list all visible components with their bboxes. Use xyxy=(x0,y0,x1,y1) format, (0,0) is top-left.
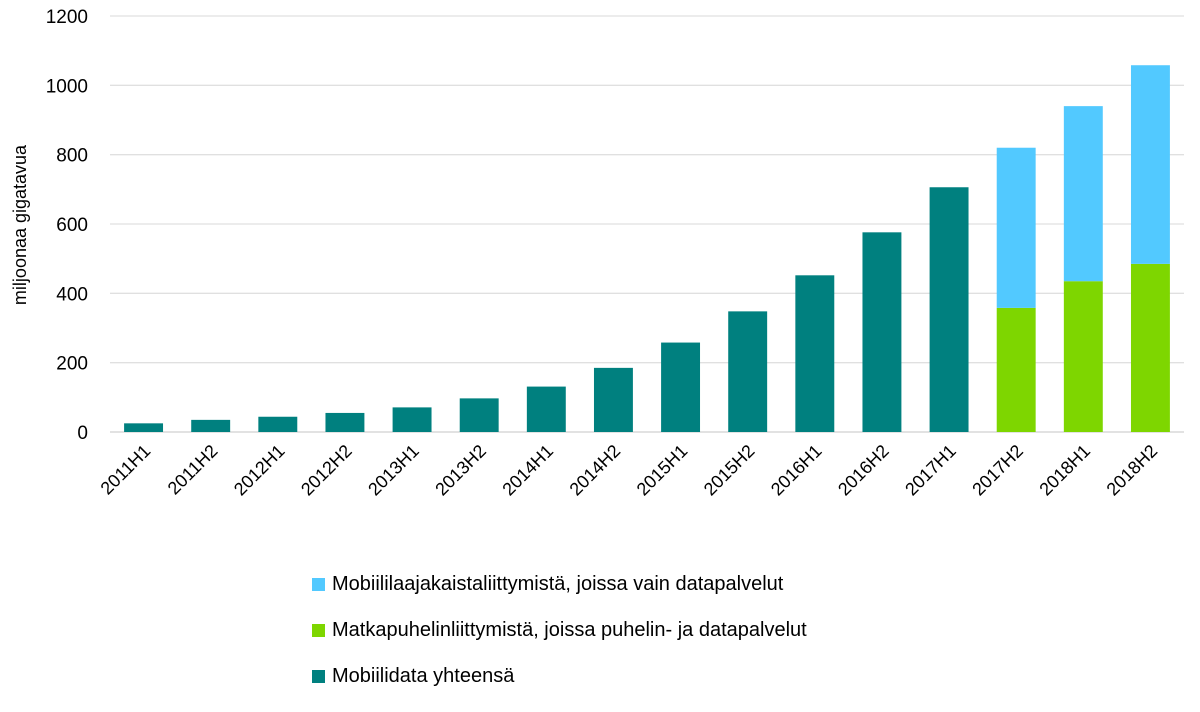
legend-item-data-only: Mobiililaajakaistaliittymistä, joissa va… xyxy=(312,573,807,595)
x-tick-label: 2017H2 xyxy=(968,441,1027,500)
x-tick-label: 2012H2 xyxy=(297,441,356,500)
x-tick-label: 2018H1 xyxy=(1035,441,1094,500)
bar-2013H1-series-0 xyxy=(392,407,432,432)
bar-2014H2-series-0 xyxy=(593,367,633,432)
x-tick-label: 2014H1 xyxy=(498,441,557,500)
legend: Mobiililaajakaistaliittymistä, joissa va… xyxy=(312,573,807,712)
bars xyxy=(124,65,1170,432)
y-tick-label: 200 xyxy=(56,354,88,375)
bar-2018H2-series-1 xyxy=(1130,263,1170,432)
y-axis-title: miljoonaa gigatavua xyxy=(10,144,30,305)
legend-label-phone-and-data: Matkapuhelinliittymistä, joissa puhelin-… xyxy=(332,619,807,641)
x-tick-label: 2013H1 xyxy=(364,441,423,500)
bar-2015H1-series-0 xyxy=(661,342,701,432)
legend-item-phone-and-data: Matkapuhelinliittymistä, joissa puhelin-… xyxy=(312,619,807,641)
bar-2016H1-series-0 xyxy=(795,275,835,432)
y-tick-label: 800 xyxy=(56,146,88,167)
bar-2018H2-series-2 xyxy=(1130,65,1170,264)
bar-2015H2-series-0 xyxy=(728,311,768,432)
y-axis-ticks: 0 200 400 600 800 1000 1200 xyxy=(46,7,88,444)
bar-2017H2-series-2 xyxy=(996,147,1036,308)
bar-2016H2-series-0 xyxy=(862,232,902,432)
bar-2012H1-series-0 xyxy=(258,416,298,432)
x-tick-label: 2014H2 xyxy=(566,441,625,500)
bar-2017H1-series-0 xyxy=(929,187,969,432)
legend-swatch-phone-and-data xyxy=(312,624,325,637)
bar-2014H1-series-0 xyxy=(526,386,566,432)
x-tick-label: 2011H1 xyxy=(97,441,155,499)
legend-swatch-data-only xyxy=(312,578,325,591)
stacked-bar-chart: 0 200 400 600 800 1000 1200 2011H1 2011H2 2012H1… xyxy=(10,7,1184,500)
legend-label-total: Mobiilidata yhteensä xyxy=(332,665,515,687)
bar-2012H2-series-0 xyxy=(325,412,365,432)
bar-2018H1-series-1 xyxy=(1063,281,1103,432)
x-tick-label: 2016H2 xyxy=(834,441,893,500)
x-axis-ticks: 2011H1 2011H2 2012H1 2012H2 2013H1 2013H2 2014… xyxy=(97,441,1162,500)
bar-2013H2-series-0 xyxy=(459,398,499,432)
x-tick-label: 2015H1 xyxy=(633,441,692,500)
gridlines xyxy=(110,15,1184,433)
legend-item-total: Mobiilidata yhteensä xyxy=(312,665,807,687)
bar-2017H2-series-1 xyxy=(996,307,1036,432)
y-tick-label: 1200 xyxy=(46,7,88,28)
x-tick-label: 2011H2 xyxy=(164,441,222,499)
bar-2011H2-series-0 xyxy=(191,419,231,432)
bar-2018H1-series-2 xyxy=(1063,106,1103,282)
x-tick-label: 2012H1 xyxy=(230,441,289,500)
y-tick-label: 1000 xyxy=(46,76,88,97)
bar-2011H1-series-0 xyxy=(124,423,164,432)
y-tick-label: 600 xyxy=(56,215,88,236)
y-tick-label: 400 xyxy=(56,284,88,305)
x-tick-label: 2017H1 xyxy=(901,441,960,500)
legend-label-data-only: Mobiililaajakaistaliittymistä, joissa va… xyxy=(332,573,784,595)
y-tick-label: 0 xyxy=(77,423,88,444)
x-tick-label: 2016H1 xyxy=(767,441,826,500)
legend-swatch-total xyxy=(312,670,325,683)
x-tick-label: 2013H2 xyxy=(431,441,490,500)
x-tick-label: 2015H2 xyxy=(700,441,759,500)
x-tick-label: 2018H2 xyxy=(1103,441,1162,500)
